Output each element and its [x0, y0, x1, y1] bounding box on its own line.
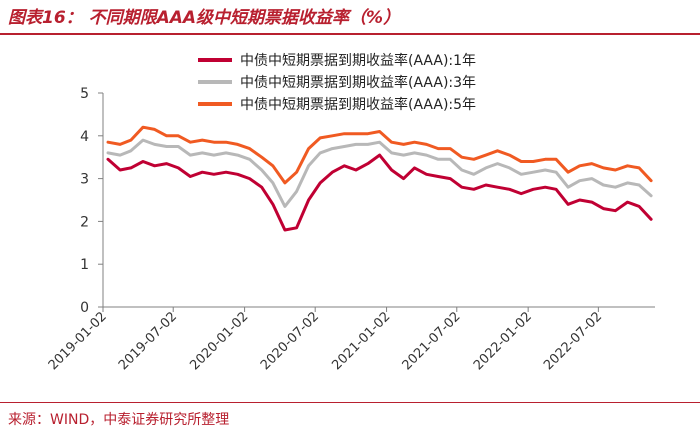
y-tick-label: 0 — [80, 300, 89, 316]
x-tick-label: 2020-01-02 — [187, 309, 251, 373]
series-line-3 — [106, 125, 653, 185]
y-tick-label: 1 — [80, 257, 89, 273]
x-tick-label: 2019-01-02 — [46, 309, 110, 373]
series-line-2 — [106, 138, 653, 208]
x-tick-label: 2021-07-02 — [400, 309, 464, 373]
legend-label: 中债中短期票据到期收益率(AAA):5年 — [240, 96, 476, 113]
x-tick-label: 2020-07-02 — [258, 309, 322, 373]
x-tick-label: 2022-07-02 — [541, 309, 605, 373]
legend-label: 中债中短期票据到期收益率(AAA):3年 — [240, 74, 476, 91]
y-tick-label: 2 — [80, 214, 89, 230]
y-tick-label: 5 — [80, 86, 89, 102]
y-tick-label: 3 — [80, 172, 89, 188]
x-tick-label: 2021-01-02 — [329, 309, 393, 373]
series-line-1 — [106, 153, 653, 232]
chart-title: 图表16： 不同期限AAA级中短期票据收益率（%） — [8, 8, 401, 28]
source-note: 来源：WIND，中泰证券研究所整理 — [8, 412, 230, 428]
yield-line-chart: 0 1 2 3 4 5 2019-01-02 2019-07-02 2020-01-02 2020… — [46, 52, 655, 373]
footer-rule — [0, 402, 700, 403]
x-tick-label: 2022-01-02 — [471, 309, 535, 373]
y-tick-label: 4 — [80, 129, 89, 145]
legend-label: 中债中短期票据到期收益率(AAA):1年 — [240, 52, 476, 69]
title-rule — [0, 33, 700, 35]
x-tick-label: 2019-07-02 — [116, 309, 180, 373]
